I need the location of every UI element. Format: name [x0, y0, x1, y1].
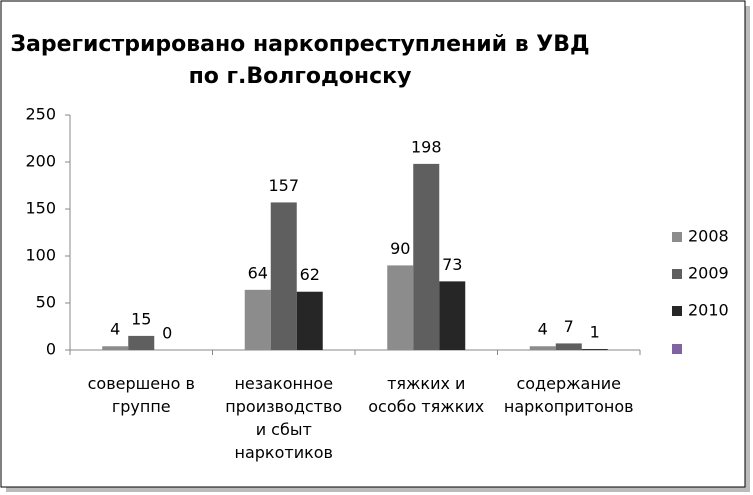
legend-label: 2010	[688, 301, 729, 320]
y-tick-label: 50	[36, 293, 56, 312]
data-label: 62	[300, 265, 320, 284]
bar	[413, 163, 440, 350]
data-label: 73	[442, 255, 462, 274]
bar	[102, 346, 129, 350]
y-tick-label: 100	[25, 246, 56, 265]
y-tick-label: 150	[25, 199, 56, 218]
data-label: 157	[268, 176, 299, 195]
bar	[555, 343, 582, 350]
data-label: 90	[390, 239, 410, 258]
legend-swatch	[672, 269, 682, 279]
y-tick-label: 200	[25, 152, 56, 171]
legend-swatch	[672, 306, 682, 316]
x-tick-label: содержание наркопритонов	[503, 374, 634, 416]
data-label: 7	[564, 317, 574, 336]
data-label: 0	[162, 324, 172, 343]
bar	[296, 291, 323, 350]
legend-label: 2008	[688, 227, 729, 246]
bar	[128, 335, 155, 350]
chart-title: Зарегистрировано наркопреступлений в УВД	[10, 32, 589, 57]
legend-label: 2009	[688, 264, 729, 283]
frame	[0, 0, 746, 488]
data-label: 4	[110, 320, 120, 339]
y-tick-label: 250	[25, 105, 56, 124]
bar	[581, 349, 608, 350]
bar	[270, 202, 297, 350]
data-label: 4	[538, 320, 548, 339]
data-label: 1	[590, 323, 600, 342]
data-label: 15	[131, 309, 151, 328]
legend-swatch	[672, 232, 682, 242]
chart-title: по г.Волгодонску	[189, 64, 412, 89]
bar	[439, 281, 466, 350]
bar	[244, 289, 271, 350]
data-label: 198	[411, 137, 442, 156]
x-tick-label: совершено в группе	[87, 374, 195, 416]
bar	[529, 346, 556, 350]
bar	[387, 265, 414, 350]
x-tick-label: незаконное производство и сбыт наркотико…	[225, 374, 343, 462]
legend-swatch	[672, 344, 682, 354]
x-tick-label: тяжких и особо тяжких	[368, 374, 485, 416]
data-label: 64	[248, 263, 268, 282]
y-tick-label: 0	[46, 340, 56, 359]
